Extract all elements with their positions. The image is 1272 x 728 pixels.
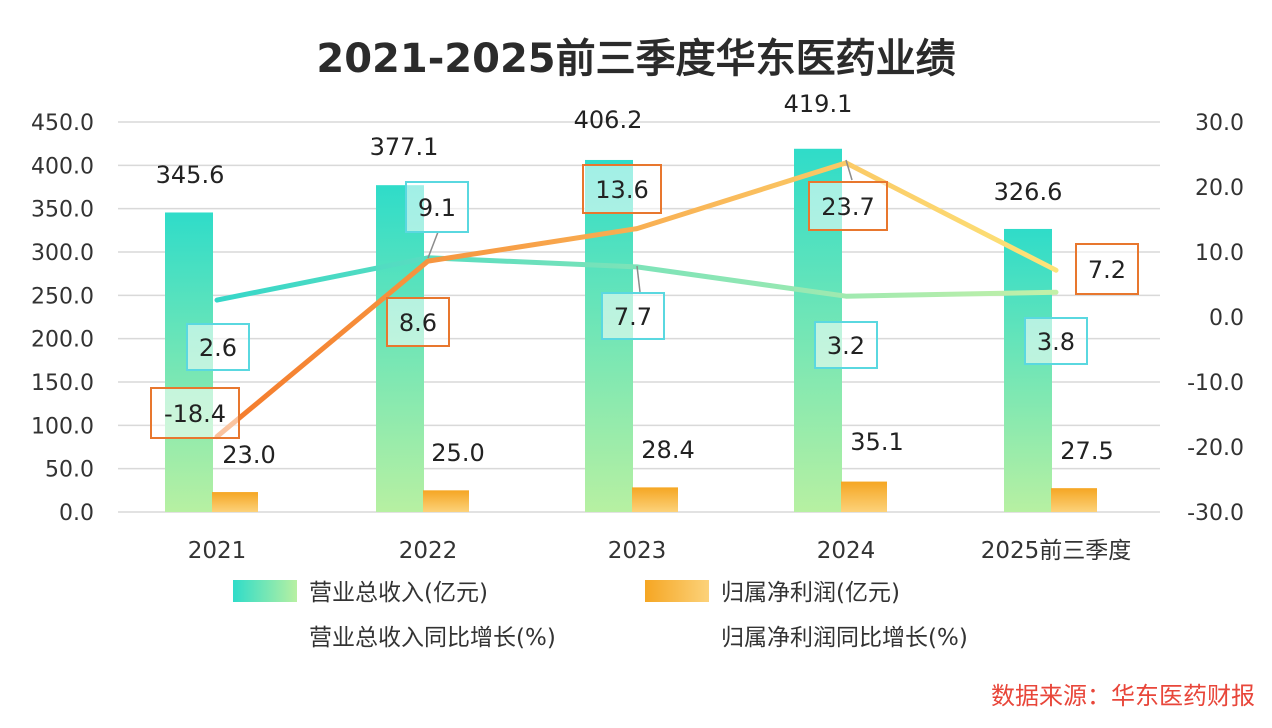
leader-line [636, 265, 641, 293]
profit-growth-label-text: 8.6 [399, 309, 437, 337]
profit-growth-label: 13.6 [582, 164, 662, 214]
left-tick-label: 250.0 [31, 284, 94, 309]
revenue-growth-label-text: 3.8 [1037, 328, 1075, 356]
source-note: 数据来源：华东医药财报 [991, 682, 1255, 710]
right-tick-label: 10.0 [1195, 241, 1244, 266]
revenue-bar [1004, 228, 1052, 513]
right-axis-ticks: -30.0 -20.0 -10.0 0.0 10.0 20.0 30.0 [1187, 111, 1244, 526]
legend-swatch-revenue [233, 580, 297, 602]
left-tick-label: 450.0 [31, 111, 94, 136]
revenue-growth-label: 2.6 [186, 323, 250, 371]
left-axis-ticks: 0.0 50.0 100.0 150.0 200.0 250.0 300.0 350.0 400… [31, 111, 94, 526]
revenue-growth-label-box [814, 321, 878, 369]
profit-growth-label-text: 13.6 [595, 176, 648, 204]
revenue-value-label: 419.1 [784, 90, 853, 118]
profit-growth-label-box [582, 164, 662, 214]
chart-title: 2021-2025前三季度华东医药业绩 [316, 36, 955, 82]
profit-growth-label-box [150, 387, 240, 439]
legend: 营业总收入(亿元) 归属净利润(亿元) 营业总收入同比增长(%) 归属净利润同比… [230, 580, 968, 651]
profit-growth-label-text: 23.7 [821, 193, 874, 221]
leader-line [845, 159, 853, 181]
revenue-growth-label: 3.2 [814, 321, 878, 369]
revenue-growth-label-box [1024, 317, 1088, 365]
revenue-growth-label-box [601, 292, 665, 340]
profit-growth-line [214, 160, 1059, 440]
revenue-bar [376, 185, 424, 512]
revenue-value-label: 345.6 [156, 161, 225, 189]
revenue-growth-label-text: 2.6 [199, 334, 237, 362]
legend-label-revenue: 营业总收入(亿元) [309, 580, 488, 606]
right-tick-label: 30.0 [1195, 111, 1244, 136]
net-profit-bar [632, 487, 678, 512]
legend-label-profit-growth: 归属净利润同比增长(%) [721, 625, 968, 651]
net-profit-bar [841, 481, 887, 512]
profit-growth-label-box [808, 181, 888, 231]
left-tick-label: 100.0 [31, 414, 94, 439]
net-profit-bar [423, 490, 469, 512]
revenue-growth-label-text: 9.1 [418, 194, 456, 222]
profit-growth-label: 8.6 [386, 297, 450, 347]
right-tick-label: -20.0 [1187, 436, 1244, 461]
left-tick-label: 50.0 [45, 458, 94, 483]
net-profit-bar [1051, 488, 1097, 512]
legend-label-profit: 归属净利润(亿元) [721, 580, 900, 606]
revenue-value-label: 406.2 [574, 106, 643, 134]
profit-growth-label-box [386, 297, 450, 347]
category-label: 2021 [188, 538, 247, 564]
right-tick-label: -30.0 [1187, 501, 1244, 526]
profit-growth-label: -18.4 [150, 387, 240, 439]
left-tick-label: 0.0 [59, 501, 94, 526]
leader-line [427, 231, 439, 259]
category-label: 2022 [399, 538, 458, 564]
legend-label-revenue-growth: 营业总收入同比增长(%) [309, 625, 556, 651]
legend-swatch-profit [645, 580, 709, 602]
net-profit-bar [212, 492, 258, 512]
right-tick-label: 20.0 [1195, 176, 1244, 201]
profit-growth-label-box [1075, 243, 1139, 295]
profit-growth-label: 23.7 [808, 181, 888, 231]
revenue-growth-label-box [186, 323, 250, 371]
revenue-growth-label-text: 3.2 [827, 332, 865, 360]
left-tick-label: 150.0 [31, 371, 94, 396]
revenue-growth-label-text: 7.7 [614, 303, 652, 331]
left-tick-label: 350.0 [31, 198, 94, 223]
profit-growth-label-text: 7.2 [1088, 256, 1126, 284]
category-labels: 2021 2022 2023 2024 2025前三季度 [188, 538, 1132, 564]
left-tick-label: 400.0 [31, 154, 94, 179]
data-labels: 345.6 377.1 406.2 419.1 326.6 23.0 25.0 28.4 35.… [150, 90, 1139, 469]
category-label: 2024 [817, 538, 876, 564]
profit-value-label: 25.0 [431, 439, 484, 467]
category-label: 2023 [608, 538, 667, 564]
left-tick-label: 200.0 [31, 328, 94, 353]
profit-growth-label-text: -18.4 [164, 400, 226, 428]
right-tick-label: -10.0 [1187, 371, 1244, 396]
profit-value-label: 28.4 [641, 436, 694, 464]
revenue-growth-label-box [405, 181, 469, 233]
profit-value-label: 23.0 [222, 441, 275, 469]
category-label: 2025前三季度 [981, 538, 1132, 564]
revenue-growth-label: 7.7 [601, 292, 665, 340]
revenue-growth-label: 9.1 [405, 181, 469, 233]
profit-value-label: 27.5 [1060, 437, 1113, 465]
profit-growth-label: 7.2 [1075, 243, 1139, 295]
left-tick-label: 300.0 [31, 241, 94, 266]
revenue-growth-label: 3.8 [1024, 317, 1088, 365]
profit-value-label: 35.1 [850, 428, 903, 456]
revenue-value-label: 377.1 [370, 133, 439, 161]
revenue-value-label: 326.6 [994, 178, 1063, 206]
right-tick-label: 0.0 [1209, 306, 1244, 331]
